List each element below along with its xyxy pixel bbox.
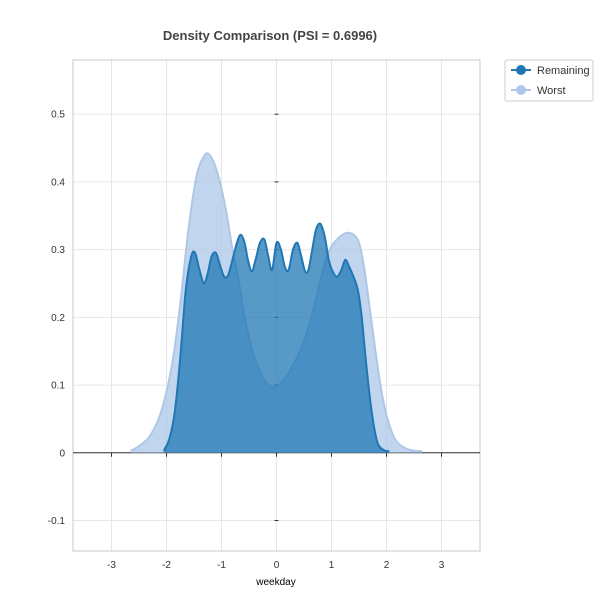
x-tick-label: 1 [329, 560, 335, 571]
plot-frame [72, 59, 481, 552]
x-tick-label: -1 [217, 560, 226, 571]
legend-marker-worst [516, 85, 526, 95]
y-tick-label: 0.5 [51, 110, 65, 121]
y-tick-label: 0.4 [51, 177, 65, 188]
x-tick-label: 2 [384, 560, 390, 571]
legend-item-remaining[interactable]: Remaining [511, 65, 590, 77]
x-axis-title: weekday [255, 577, 295, 588]
legend-item-worst[interactable]: Worst [511, 85, 566, 97]
chart-title: Density Comparison (PSI = 0.6996) [163, 28, 377, 43]
y-tick-label: 0.3 [51, 245, 65, 256]
x-tick-label: -2 [162, 560, 171, 571]
legend-marker-remaining [516, 65, 526, 75]
line-remaining [162, 222, 390, 453]
y-tick-label: 0 [59, 448, 65, 459]
x-tick-label: -3 [107, 560, 116, 571]
plot-area: -3 -2 -1 0 1 2 3 -0.1 0 0.1 0.2 0.3 0.4 0.5 [48, 59, 481, 571]
x-tick-label: 3 [439, 560, 445, 571]
legend-label-remaining: Remaining [537, 65, 590, 77]
area-remaining [163, 223, 390, 453]
legend[interactable]: Remaining Worst [504, 59, 594, 102]
y-tick-label: 0.1 [51, 381, 65, 392]
legend-label-worst: Worst [537, 85, 566, 97]
x-tick-label: 0 [274, 560, 280, 571]
y-tick-label: -0.1 [48, 516, 66, 527]
y-tick-label: 0.2 [51, 313, 65, 324]
